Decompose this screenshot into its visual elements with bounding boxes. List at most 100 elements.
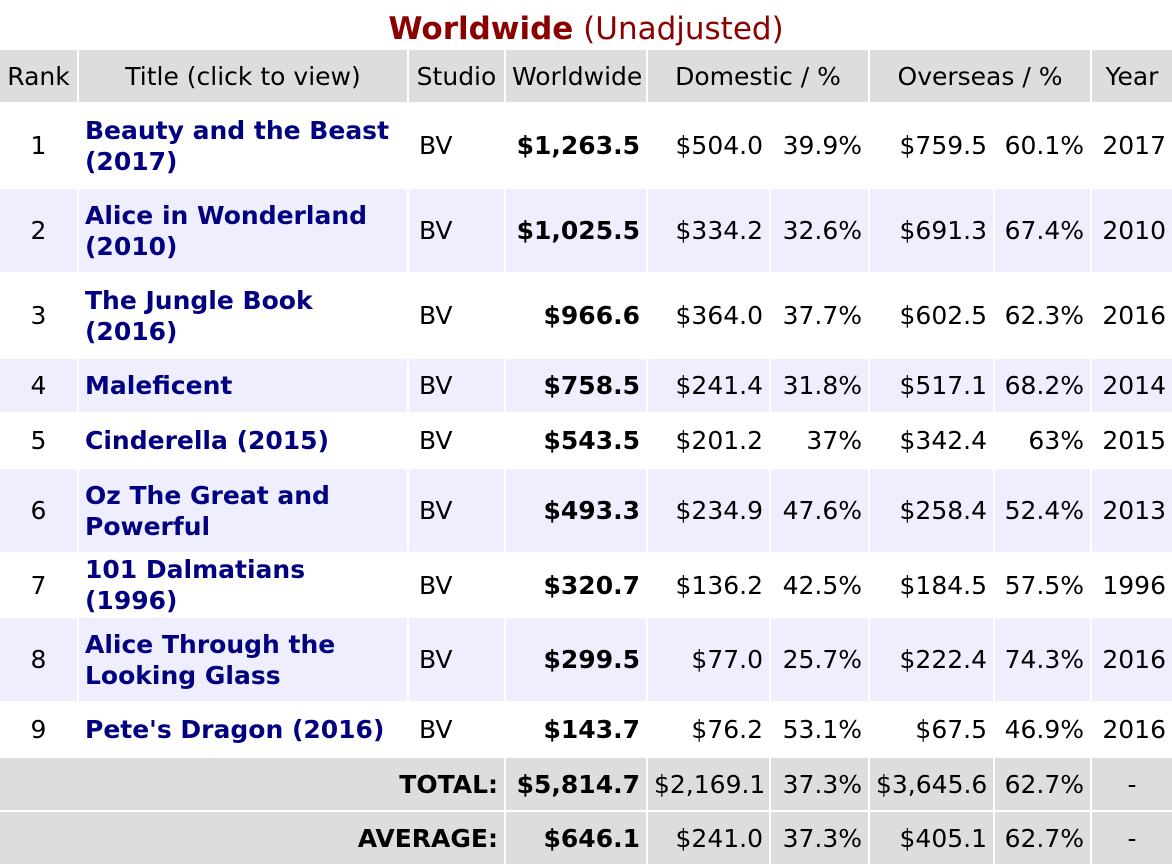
header-overseas[interactable]: Overseas / % xyxy=(869,50,1092,104)
domestic-pct-cell: 32.6% xyxy=(770,188,870,274)
overseas-pct-cell: 74.3% xyxy=(994,617,1092,703)
overseas-cell: $67.5 xyxy=(869,702,995,758)
header-domestic[interactable]: Domestic / % xyxy=(647,50,870,104)
overseas-pct-cell: 52.4% xyxy=(994,468,1092,554)
header-rank[interactable]: Rank xyxy=(0,50,79,104)
studio-cell: BV xyxy=(408,617,506,703)
overseas-cell: $759.5 xyxy=(869,103,995,189)
header-worldwide[interactable]: Worldwide xyxy=(505,50,648,104)
average-domestic: $241.0 xyxy=(647,811,771,866)
average-label: AVERAGE: xyxy=(0,811,506,866)
overseas-pct-cell: 63% xyxy=(994,413,1092,469)
total-domestic-pct: 37.3% xyxy=(770,757,870,812)
worldwide-cell: $543.5 xyxy=(505,413,648,469)
domestic-cell: $364.0 xyxy=(647,273,771,359)
rank-cell: 1 xyxy=(0,103,79,189)
header-year[interactable]: Year xyxy=(1091,50,1172,104)
rank-cell: 3 xyxy=(0,273,79,359)
rank-cell: 9 xyxy=(0,702,79,758)
movie-title-link[interactable]: Beauty and the Beast (2017) xyxy=(78,103,409,189)
total-row: TOTAL: $5,814.7 $2,169.1 37.3% $3,645.6 … xyxy=(0,757,1172,812)
domestic-cell: $201.2 xyxy=(647,413,771,469)
overseas-cell: $602.5 xyxy=(869,273,995,359)
overseas-pct-cell: 57.5% xyxy=(994,553,1092,618)
movie-title-link[interactable]: Alice in Wonderland (2010) xyxy=(78,188,409,274)
studio-cell: BV xyxy=(408,413,506,469)
overseas-pct-cell: 60.1% xyxy=(994,103,1092,189)
year-cell: 2014 xyxy=(1091,358,1172,414)
studio-cell: BV xyxy=(408,553,506,618)
movie-title-link[interactable]: Cinderella (2015) xyxy=(78,413,409,469)
movie-title-link[interactable]: Oz The Great and Powerful xyxy=(78,468,409,554)
domestic-cell: $77.0 xyxy=(647,617,771,703)
domestic-cell: $334.2 xyxy=(647,188,771,274)
worldwide-cell: $320.7 xyxy=(505,553,648,618)
domestic-pct-cell: 37% xyxy=(770,413,870,469)
year-cell: 1996 xyxy=(1091,553,1172,618)
table-title: Worldwide (Unadjusted) xyxy=(0,0,1172,50)
table-row: 5 Cinderella (2015) BV $543.5 $201.2 37%… xyxy=(0,413,1172,469)
average-domestic-pct: 37.3% xyxy=(770,811,870,866)
header-row: Rank Title (click to view) Studio Worldw… xyxy=(0,50,1172,104)
year-cell: 2016 xyxy=(1091,617,1172,703)
table-title-subtitle: (Unadjusted) xyxy=(583,11,784,47)
total-worldwide: $5,814.7 xyxy=(505,757,648,812)
studio-cell: BV xyxy=(408,188,506,274)
studio-cell: BV xyxy=(408,273,506,359)
movie-title-link[interactable]: The Jungle Book (2016) xyxy=(78,273,409,359)
rank-cell: 6 xyxy=(0,468,79,554)
worldwide-cell: $143.7 xyxy=(505,702,648,758)
year-cell: 2016 xyxy=(1091,273,1172,359)
total-label: TOTAL: xyxy=(0,757,506,812)
domestic-cell: $504.0 xyxy=(647,103,771,189)
domestic-pct-cell: 31.8% xyxy=(770,358,870,414)
table-title-bold: Worldwide xyxy=(388,11,574,47)
domestic-cell: $136.2 xyxy=(647,553,771,618)
rank-cell: 7 xyxy=(0,553,79,618)
year-cell: 2015 xyxy=(1091,413,1172,469)
year-cell: 2016 xyxy=(1091,702,1172,758)
movie-title-link[interactable]: Pete's Dragon (2016) xyxy=(78,702,409,758)
header-studio[interactable]: Studio xyxy=(408,50,506,104)
table-row: 4 Maleficent BV $758.5 $241.4 31.8% $517… xyxy=(0,358,1172,414)
worldwide-cell: $493.3 xyxy=(505,468,648,554)
overseas-cell: $184.5 xyxy=(869,553,995,618)
overseas-pct-cell: 67.4% xyxy=(994,188,1092,274)
domestic-pct-cell: 47.6% xyxy=(770,468,870,554)
domestic-pct-cell: 53.1% xyxy=(770,702,870,758)
year-cell: 2017 xyxy=(1091,103,1172,189)
year-cell: 2013 xyxy=(1091,468,1172,554)
domestic-pct-cell: 39.9% xyxy=(770,103,870,189)
movie-title-link[interactable]: Alice Through the Looking Glass xyxy=(78,617,409,703)
rank-cell: 5 xyxy=(0,413,79,469)
studio-cell: BV xyxy=(408,702,506,758)
overseas-cell: $258.4 xyxy=(869,468,995,554)
rank-cell: 2 xyxy=(0,188,79,274)
worldwide-cell: $1,025.5 xyxy=(505,188,648,274)
table-row: 7 101 Dalmatians (1996) BV $320.7 $136.2… xyxy=(0,553,1172,618)
worldwide-cell: $299.5 xyxy=(505,617,648,703)
overseas-cell: $691.3 xyxy=(869,188,995,274)
average-row: AVERAGE: $646.1 $241.0 37.3% $405.1 62.7… xyxy=(0,811,1172,866)
average-worldwide: $646.1 xyxy=(505,811,648,866)
table-row: 9 Pete's Dragon (2016) BV $143.7 $76.2 5… xyxy=(0,702,1172,758)
worldwide-cell: $1,263.5 xyxy=(505,103,648,189)
header-title[interactable]: Title (click to view) xyxy=(78,50,409,104)
overseas-pct-cell: 46.9% xyxy=(994,702,1092,758)
domestic-pct-cell: 25.7% xyxy=(770,617,870,703)
rank-cell: 4 xyxy=(0,358,79,414)
studio-cell: BV xyxy=(408,103,506,189)
table-row: 2 Alice in Wonderland (2010) BV $1,025.5… xyxy=(0,188,1172,274)
movie-title-link[interactable]: 101 Dalmatians (1996) xyxy=(78,553,409,618)
worldwide-cell: $966.6 xyxy=(505,273,648,359)
domestic-cell: $241.4 xyxy=(647,358,771,414)
worldwide-cell: $758.5 xyxy=(505,358,648,414)
table-row: 6 Oz The Great and Powerful BV $493.3 $2… xyxy=(0,468,1172,554)
total-overseas: $3,645.6 xyxy=(869,757,995,812)
domestic-pct-cell: 37.7% xyxy=(770,273,870,359)
overseas-cell: $342.4 xyxy=(869,413,995,469)
overseas-cell: $517.1 xyxy=(869,358,995,414)
table-row: 1 Beauty and the Beast (2017) BV $1,263.… xyxy=(0,103,1172,189)
movie-title-link[interactable]: Maleficent xyxy=(78,358,409,414)
rank-cell: 8 xyxy=(0,617,79,703)
